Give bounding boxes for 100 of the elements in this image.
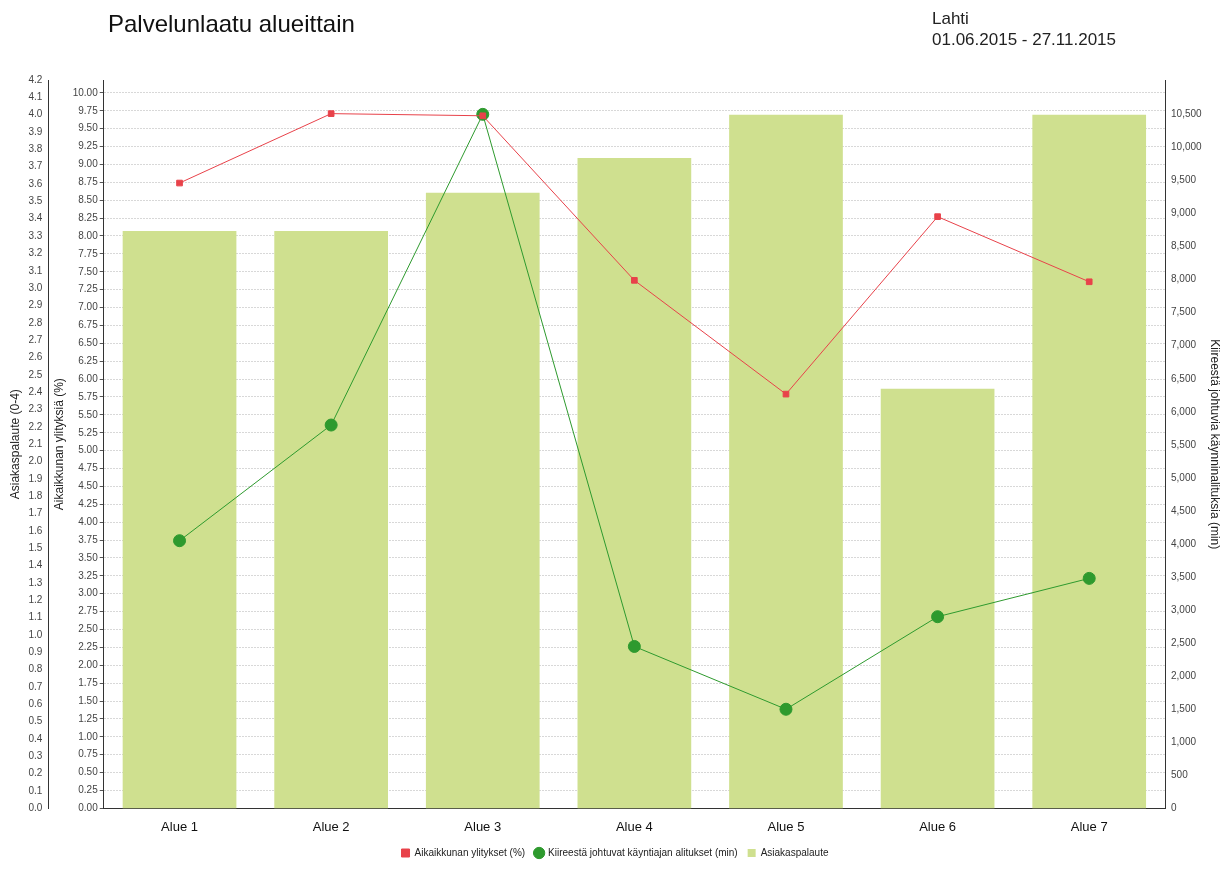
y2-tick-label: 10,500 [1171,108,1203,120]
y3-tick-label: 6.25 [78,354,99,366]
y-tick-label: 3.8 [28,143,43,155]
y2-tick-label: 1,500 [1171,703,1197,714]
y-tick-label: 0.0 [28,802,43,814]
bar [880,388,995,809]
y-tick-label: 0.2 [28,767,43,779]
bar [729,114,843,809]
y-tick-label: 0.6 [28,698,43,710]
y-tick-label: 3.5 [28,195,43,207]
y2-tick-label: 4,000 [1171,537,1197,549]
point [324,418,338,432]
y2-tick-label: 8,000 [1171,273,1197,285]
y-tick-label: 4.2 [28,73,43,85]
y-tick-label: 2.9 [28,299,43,311]
y3-tick-label: 4.00 [78,515,99,527]
y-tick-label: 0.4 [28,732,43,744]
bar [425,192,540,809]
y2-tick-label: 5,000 [1171,471,1197,483]
y-tick-label: 2.6 [28,351,43,363]
y3-tick-label: 8.75 [78,176,99,188]
point [1085,278,1093,286]
y-tick-label: 1.9 [28,472,43,484]
y3-tick-label: 3.25 [78,569,99,581]
y-axis-title: Asiakaspalaute (0-4) [7,389,22,500]
y3-tick-label: 0.75 [78,748,99,760]
y3-tick-label: 8.25 [78,211,99,223]
y-tick-label: 2.7 [28,333,43,345]
y2-tick-label: 9,500 [1171,174,1197,186]
y-tick-label: 4.1 [28,91,43,103]
y3-tick-label: 0.50 [78,766,99,778]
y3-tick-label: 2.00 [78,659,99,671]
y2-axis-title: Kiireestä johtuvia käynninalituksia (min) [1208,339,1223,550]
y-tick-label: 0.9 [28,646,43,658]
y2-tick-label: 3,000 [1171,603,1197,615]
legend-label: Kiireestä johtuvat käyntiajan alitukset (min) [548,846,738,858]
y3-tick-label: 9.50 [78,122,99,134]
y3-tick-label: 5.75 [78,390,99,402]
y3-tick-label: 6.50 [78,337,99,349]
y3-tick-label: 9.25 [78,140,99,152]
y-tick-label: 0.8 [28,663,43,675]
y2-tick-label: 8,500 [1171,240,1197,252]
y2-tick-label: 6,500 [1171,372,1197,384]
y3-tick-label: 7.50 [78,265,99,277]
y-tick-label: 1.5 [28,542,43,554]
y3-tick-label: 4.50 [78,480,99,492]
y2-tick-label: 3,500 [1171,570,1197,582]
point [1082,571,1096,585]
y3-tick-label: 3.00 [78,587,99,599]
y3-tick-label: 3.50 [78,551,99,563]
y3-tick-label: 4.75 [78,462,99,474]
y-tick-label: 3.9 [28,125,43,137]
y2-tick-label: 2,500 [1171,636,1197,648]
point [176,179,183,187]
y-tick-label: 3.6 [28,177,43,189]
y3-tick-label: 9.75 [78,104,99,116]
y-tick-label: 3.7 [28,160,43,172]
y-tick-label: 2.3 [28,403,43,415]
y3-tick-label: 8.00 [78,229,99,241]
bar [122,230,237,809]
y2-tick-label: 7,500 [1171,306,1197,318]
point [934,213,941,220]
x-tick-label: Alue 3 [464,818,502,834]
point [779,702,793,716]
y3-tick-label: 1.00 [78,730,99,742]
y3-tick-label: 6.75 [78,319,99,331]
bar [1032,114,1147,809]
legend-label: Aikaikkunan ylitykset (%) [414,846,526,858]
y2-tick-label: 500 [1171,769,1189,781]
y3-tick-label: 4.25 [78,498,99,510]
y3-tick-label: 9.00 [78,158,99,170]
y2-tick-label: 1,000 [1171,736,1197,748]
y-tick-label: 1.6 [28,524,43,536]
y-tick-label: 3.1 [28,264,43,276]
y-tick-label: 2.8 [28,316,43,328]
y-tick-label: 3.4 [28,212,43,224]
y3-tick-label: 10.00 [72,86,99,98]
y2-tick-label: 10,000 [1171,141,1203,153]
y-tick-label: 1.0 [28,628,43,640]
y-tick-label: 3.3 [28,229,43,241]
y3-tick-label: 1.75 [78,676,99,688]
y3-tick-label: 7.25 [78,283,99,295]
y3-tick-label: 0.00 [78,802,99,814]
x-tick-label: Alue 4 [615,818,653,834]
y-tick-label: 2.2 [28,420,43,432]
y2-tick-label: 9,000 [1171,207,1197,219]
y3-tick-label: 2.75 [78,605,99,617]
x-tick-label: Alue 7 [1070,818,1108,834]
bar [274,230,388,809]
y3-tick-label: 3.75 [78,533,99,545]
point [631,277,638,284]
y2-tick-label: 5,500 [1171,438,1197,450]
y3-tick-label: 5.25 [78,426,99,438]
y-tick-label: 2.4 [28,385,43,397]
y3-tick-label: 0.25 [78,784,99,796]
chart-title: Palvelunlaatu alueittain [108,10,355,38]
point [173,534,187,548]
y3-tick-label: 2.50 [78,623,99,635]
point [782,390,790,398]
text: 01.06.2015 - 27.11.2015 [932,29,1117,50]
